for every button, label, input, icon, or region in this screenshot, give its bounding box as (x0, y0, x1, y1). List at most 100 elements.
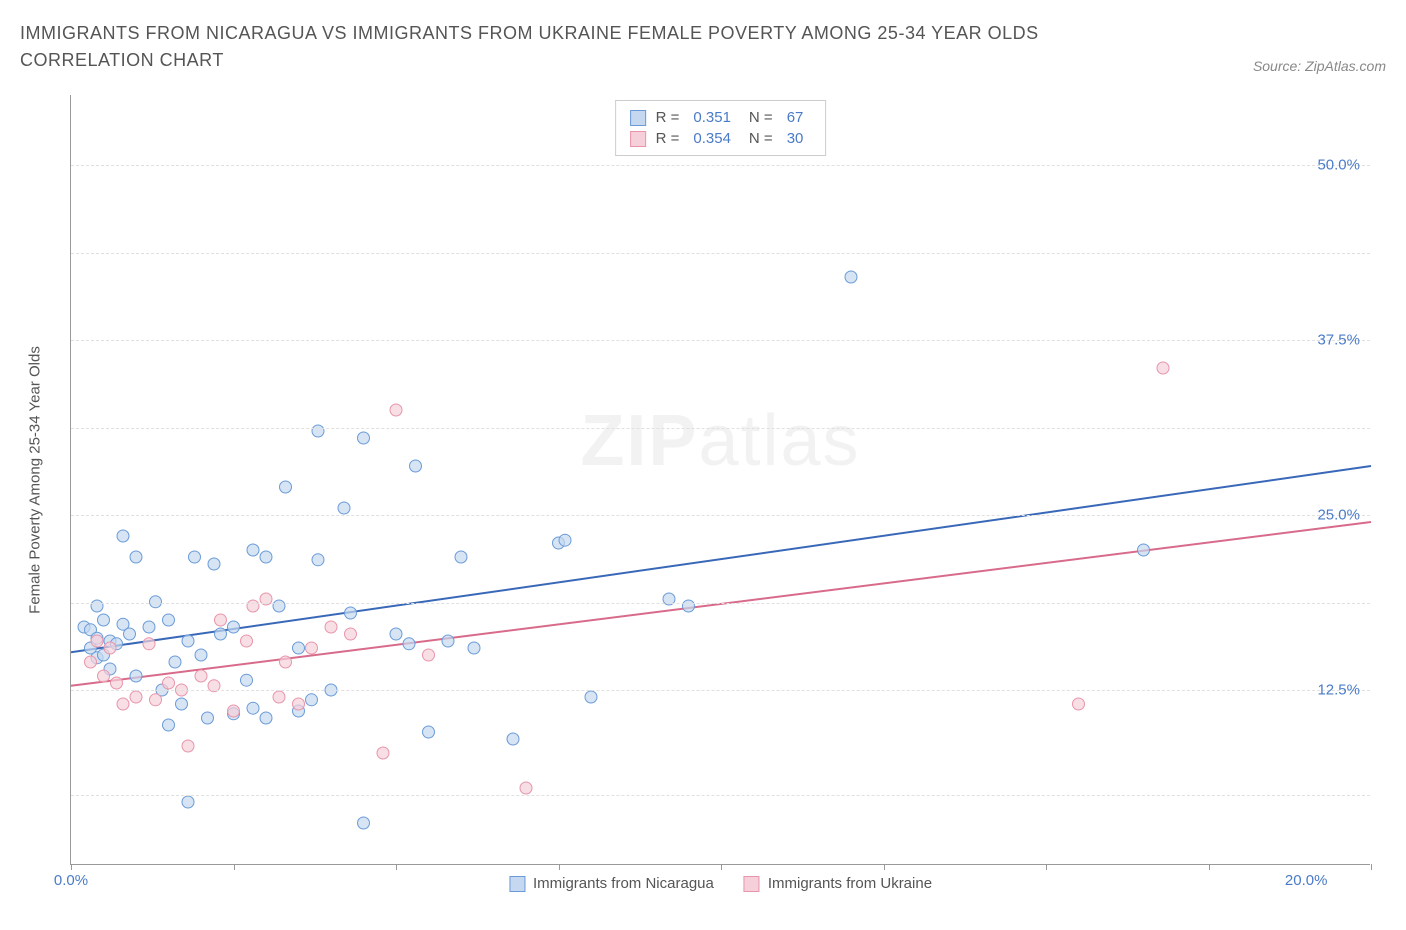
data-point[interactable] (182, 740, 194, 752)
data-point[interactable] (559, 534, 571, 546)
data-point[interactable] (403, 638, 415, 650)
data-point[interactable] (111, 677, 123, 689)
legend-item-nicaragua: Immigrants from Nicaragua (509, 875, 714, 892)
x-tick (396, 864, 397, 870)
data-point[interactable] (260, 712, 272, 724)
stats-box: R = 0.351 N = 67 R = 0.354 N = 30 (615, 100, 827, 156)
data-point[interactable] (143, 638, 155, 650)
grid-line (71, 603, 1370, 604)
data-point[interactable] (104, 642, 116, 654)
grid-line (71, 165, 1370, 166)
data-point[interactable] (345, 607, 357, 619)
data-point[interactable] (228, 621, 240, 633)
data-point[interactable] (176, 698, 188, 710)
data-point[interactable] (228, 705, 240, 717)
data-point[interactable] (293, 642, 305, 654)
data-point[interactable] (195, 649, 207, 661)
data-point[interactable] (124, 628, 136, 640)
data-point[interactable] (410, 460, 422, 472)
grid-line (71, 428, 1370, 429)
data-point[interactable] (1157, 362, 1169, 374)
data-point[interactable] (241, 674, 253, 686)
grid-line (71, 515, 1370, 516)
data-point[interactable] (169, 656, 181, 668)
data-point[interactable] (208, 558, 220, 570)
stats-row-nicaragua: R = 0.351 N = 67 (630, 107, 812, 128)
x-tick (884, 864, 885, 870)
data-point[interactable] (85, 656, 97, 668)
y-tick-label: 50.0% (1317, 157, 1360, 174)
data-point[interactable] (390, 628, 402, 640)
legend-bottom: Immigrants from Nicaragua Immigrants fro… (509, 875, 932, 892)
data-point[interactable] (358, 432, 370, 444)
data-point[interactable] (98, 614, 110, 626)
data-point[interactable] (130, 670, 142, 682)
data-point[interactable] (390, 404, 402, 416)
data-point[interactable] (345, 628, 357, 640)
data-point[interactable] (312, 554, 324, 566)
data-point[interactable] (241, 635, 253, 647)
data-point[interactable] (189, 551, 201, 563)
data-point[interactable] (845, 271, 857, 283)
plot-area: ZIPatlas R = 0.351 N = 67 R = 0.354 N = … (70, 95, 1370, 865)
data-point[interactable] (98, 670, 110, 682)
data-point[interactable] (455, 551, 467, 563)
data-point[interactable] (325, 621, 337, 633)
swatch-nicaragua (630, 110, 646, 126)
data-point[interactable] (377, 747, 389, 759)
data-point[interactable] (117, 530, 129, 542)
data-point[interactable] (1073, 698, 1085, 710)
data-point[interactable] (442, 635, 454, 647)
data-point[interactable] (117, 698, 129, 710)
data-point[interactable] (306, 694, 318, 706)
data-point[interactable] (182, 635, 194, 647)
chart-header: IMMIGRANTS FROM NICARAGUA VS IMMIGRANTS … (0, 0, 1406, 79)
swatch-ukraine-legend (744, 876, 760, 892)
data-point[interactable] (260, 551, 272, 563)
x-tick (559, 864, 560, 870)
data-point[interactable] (182, 796, 194, 808)
data-point[interactable] (293, 698, 305, 710)
data-point[interactable] (202, 712, 214, 724)
x-tick-label: 20.0% (1285, 872, 1328, 889)
data-point[interactable] (338, 502, 350, 514)
data-point[interactable] (130, 551, 142, 563)
data-point[interactable] (1138, 544, 1150, 556)
data-point[interactable] (247, 544, 259, 556)
data-point[interactable] (520, 782, 532, 794)
data-point[interactable] (163, 677, 175, 689)
swatch-nicaragua-legend (509, 876, 525, 892)
data-point[interactable] (215, 628, 227, 640)
data-point[interactable] (306, 642, 318, 654)
data-point[interactable] (150, 694, 162, 706)
data-point[interactable] (280, 481, 292, 493)
scatter-plot-svg (71, 95, 1370, 864)
data-point[interactable] (130, 691, 142, 703)
y-tick-label: 25.0% (1317, 507, 1360, 524)
y-tick-label: 12.5% (1317, 682, 1360, 699)
data-point[interactable] (468, 642, 480, 654)
x-tick (1371, 864, 1372, 870)
data-point[interactable] (195, 670, 207, 682)
grid-line (71, 795, 1370, 796)
data-point[interactable] (163, 719, 175, 731)
grid-line (71, 690, 1370, 691)
data-point[interactable] (585, 691, 597, 703)
data-point[interactable] (163, 614, 175, 626)
data-point[interactable] (247, 702, 259, 714)
x-tick (1046, 864, 1047, 870)
data-point[interactable] (423, 726, 435, 738)
data-point[interactable] (507, 733, 519, 745)
data-point[interactable] (215, 614, 227, 626)
x-tick (71, 864, 72, 870)
chart-title: IMMIGRANTS FROM NICARAGUA VS IMMIGRANTS … (20, 20, 1120, 74)
data-point[interactable] (143, 621, 155, 633)
grid-line (71, 253, 1370, 254)
data-point[interactable] (358, 817, 370, 829)
data-point[interactable] (273, 691, 285, 703)
data-point[interactable] (91, 635, 103, 647)
legend-label: Immigrants from Nicaragua (533, 875, 714, 892)
grid-line (71, 340, 1370, 341)
data-point[interactable] (423, 649, 435, 661)
data-point[interactable] (280, 656, 292, 668)
